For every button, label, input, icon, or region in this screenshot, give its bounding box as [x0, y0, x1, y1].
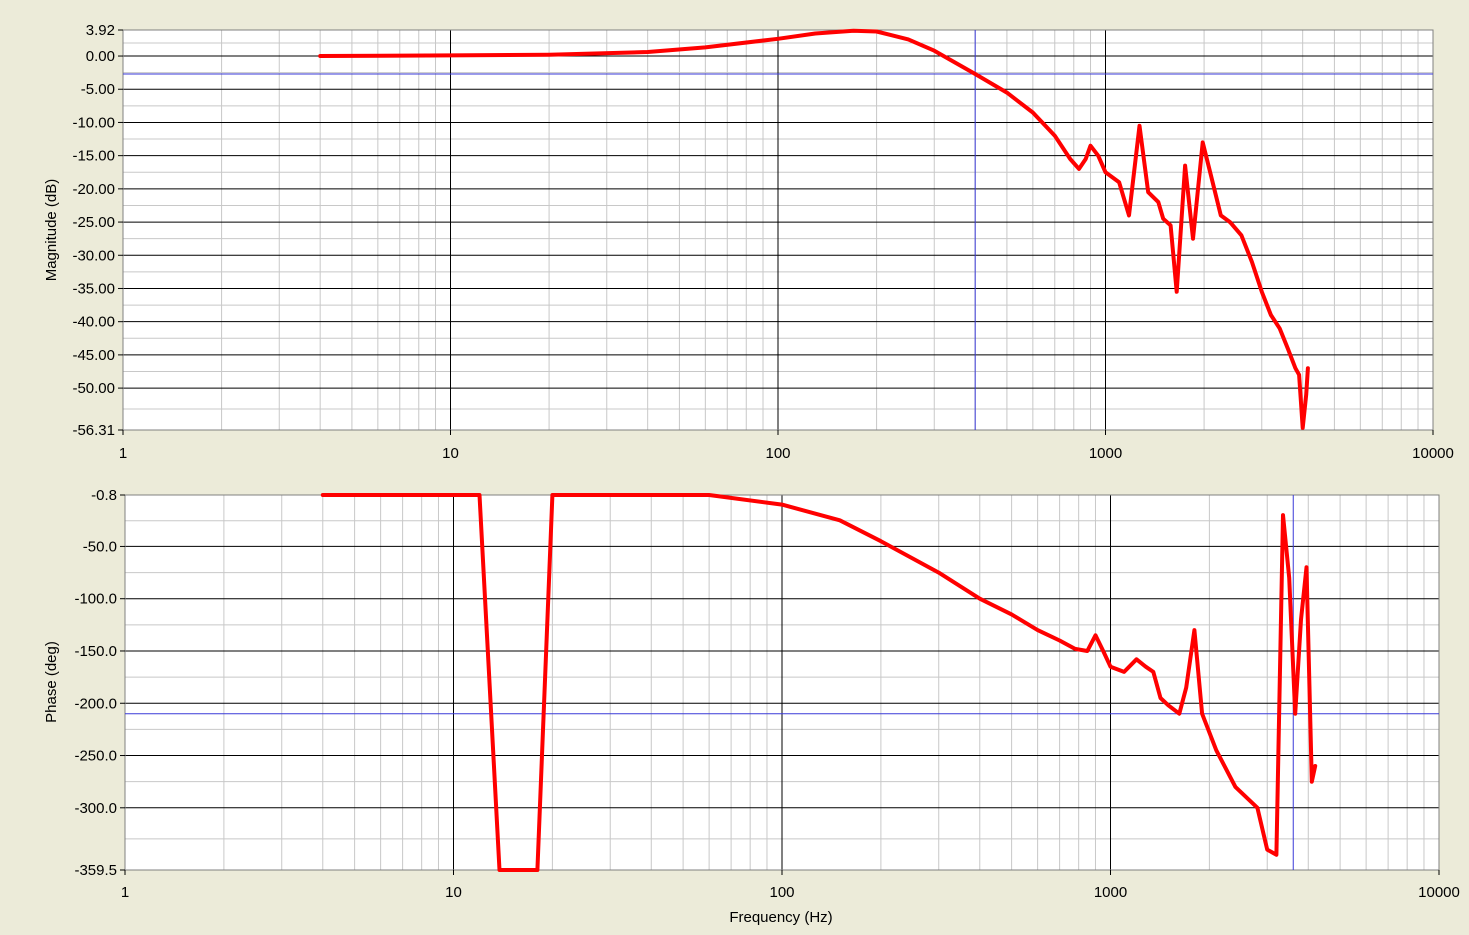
magnitude-cursor [123, 30, 1433, 430]
phase-x-tick-labels: 1 10 100 1000 10000 [121, 870, 1460, 901]
phase-x-tick-label: 1000 [1094, 884, 1127, 901]
magnitude-y-tick-label: 0.00 [86, 48, 115, 65]
magnitude-y-tick-label: -30.00 [72, 247, 115, 264]
magnitude-y-tick-label: -20.00 [72, 181, 115, 198]
phase-y-tick-labels: -0.8 -50.0 -100.0 -150.0 -200.0 -250.0 -300.0 -… [74, 487, 125, 879]
magnitude-x-tick-label: 10 [442, 445, 459, 462]
magnitude-y-tick-label: 3.92 [86, 22, 115, 39]
phase-x-tick-label: 1 [121, 884, 129, 901]
magnitude-y-tick-label: -40.00 [72, 314, 115, 331]
magnitude-y-tick-label: -25.00 [72, 214, 115, 231]
magnitude-trace-line [318, 28, 1310, 430]
magnitude-y-tick-label: -5.00 [81, 81, 115, 98]
phase-y-tick-label: -100.0 [74, 591, 117, 608]
phase-x-axis-title: Frequency (Hz) [729, 909, 832, 926]
phase-y-axis-title: Phase (deg) [43, 641, 60, 723]
magnitude-chart: 3.92 0.00 -5.00 -10.00 -15.00 -20.00 -25.00 -30… [43, 22, 1454, 462]
magnitude-y-tick-label: -35.00 [72, 280, 115, 297]
magnitude-x-tick-label: 1000 [1089, 445, 1122, 462]
magnitude-y-tick-label: -45.00 [72, 347, 115, 364]
phase-y-tick-label: -50.0 [83, 538, 117, 555]
phase-y-tick-label: -150.0 [74, 643, 117, 660]
phase-x-tick-label: 10000 [1418, 884, 1460, 901]
magnitude-x-tick-label: 10000 [1412, 445, 1454, 462]
magnitude-y-tick-label: -15.00 [72, 148, 115, 165]
magnitude-y-axis-title: Magnitude (dB) [43, 179, 60, 282]
phase-y-tick-label: -200.0 [74, 695, 117, 712]
phase-series [320, 493, 1318, 872]
magnitude-major-grid [122, 29, 1434, 431]
magnitude-series [318, 28, 1310, 430]
phase-y-tick-label: -0.8 [91, 487, 117, 504]
phase-y-tick-label: -359.5 [74, 862, 117, 879]
phase-y-tick-label: -300.0 [74, 800, 117, 817]
phase-x-tick-label: 10 [445, 884, 462, 901]
phase-y-tick-label: -250.0 [74, 748, 117, 765]
magnitude-x-tick-label: 100 [765, 445, 790, 462]
magnitude-y-tick-label: -56.31 [72, 422, 115, 439]
phase-trace-line [320, 493, 1318, 872]
magnitude-x-tick-labels: 1 10 100 1000 10000 [119, 430, 1454, 462]
magnitude-y-tick-label: -50.00 [72, 380, 115, 397]
magnitude-y-tick-label: -10.00 [72, 114, 115, 131]
magnitude-x-tick-label: 1 [119, 445, 127, 462]
phase-x-tick-label: 100 [769, 884, 794, 901]
magnitude-y-tick-labels: 3.92 0.00 -5.00 -10.00 -15.00 -20.00 -25.00 -30… [72, 22, 123, 439]
phase-chart: -0.8 -50.0 -100.0 -150.0 -200.0 -250.0 -300.0 -… [43, 487, 1460, 926]
